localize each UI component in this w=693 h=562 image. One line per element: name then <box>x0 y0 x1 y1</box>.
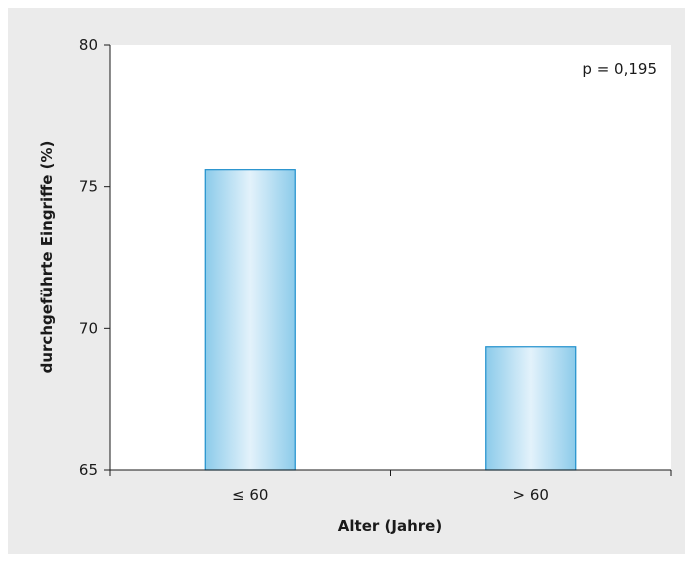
y-tick-label-0: 65 <box>79 461 98 479</box>
y-tick-label-1: 70 <box>79 319 98 337</box>
y-tick-label-3: 80 <box>79 36 98 54</box>
bars-group <box>204 169 577 471</box>
p-value-annotation: p = 0,195 <box>582 60 657 78</box>
plot-area <box>110 45 671 470</box>
y-tick-label-2: 75 <box>79 178 98 196</box>
y-ticks-group: 65 70 75 80 <box>79 36 110 479</box>
x-tick-label-1: > 60 <box>513 486 549 504</box>
y-axis-title: durchgeführte Eingriffe (%) <box>38 141 56 374</box>
x-tick-label-0: ≤ 60 <box>232 486 268 504</box>
bar-1 <box>485 346 577 471</box>
bar-0 <box>204 169 296 471</box>
x-ticks-group: ≤ 60 > 60 <box>109 470 672 504</box>
x-axis-title: Alter (Jahre) <box>338 517 442 535</box>
